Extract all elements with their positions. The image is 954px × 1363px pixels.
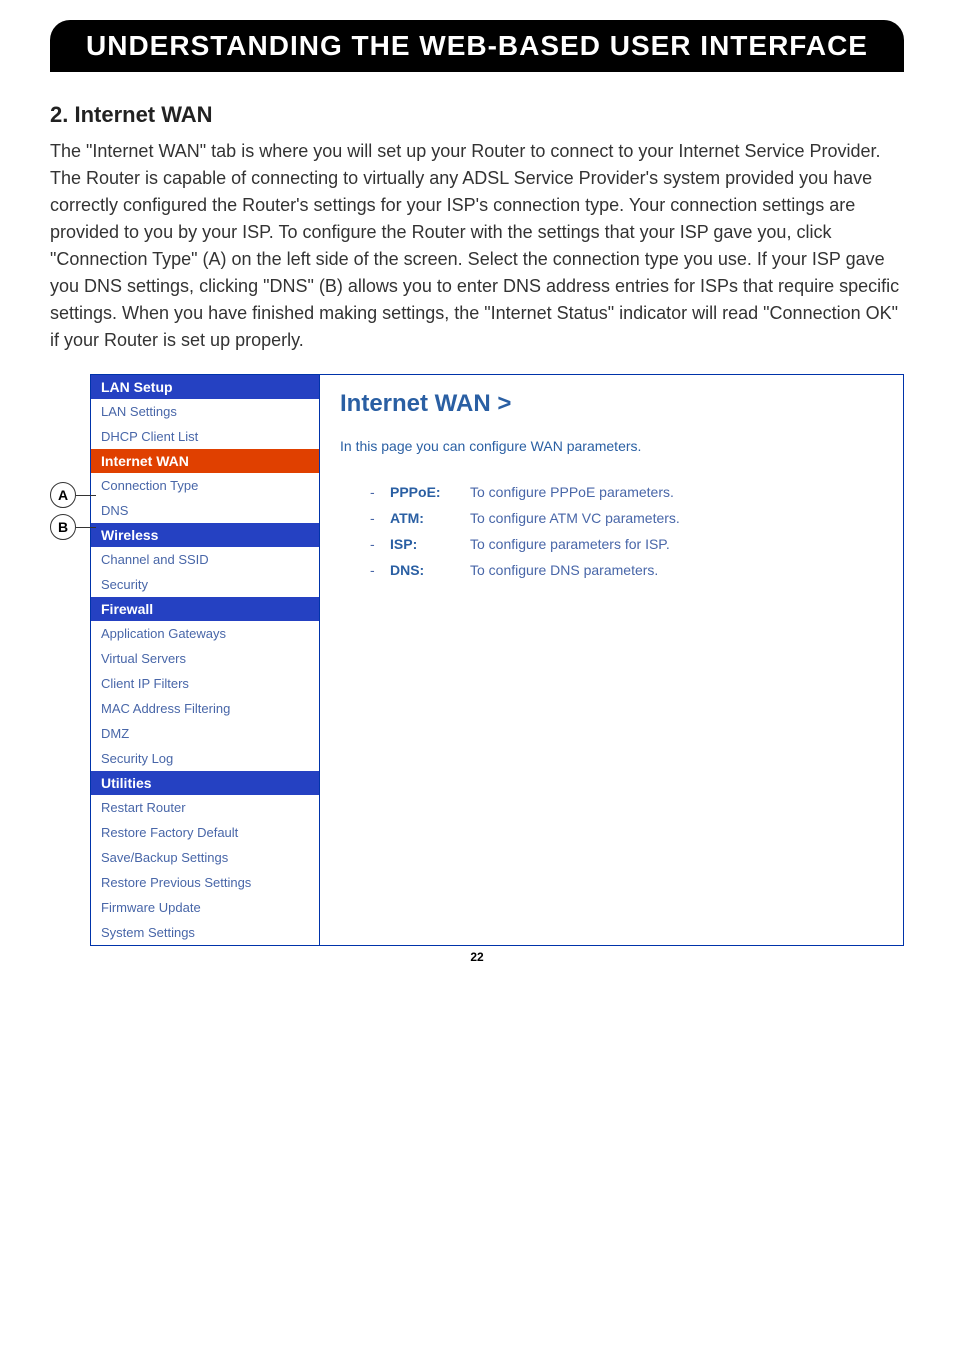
param-desc-atm: To configure ATM VC parameters. bbox=[470, 510, 680, 526]
screenshot-container: A B LAN Setup LAN Settings DHCP Client L… bbox=[90, 374, 904, 946]
page-banner: UNDERSTANDING THE WEB-BASED USER INTERFA… bbox=[50, 20, 904, 72]
sidebar: LAN Setup LAN Settings DHCP Client List … bbox=[90, 374, 320, 946]
param-dash: - bbox=[370, 484, 390, 500]
param-row-dns: - DNS: To configure DNS parameters. bbox=[370, 562, 893, 578]
param-label-atm[interactable]: ATM: bbox=[390, 510, 470, 526]
content-subtitle: In this page you can configure WAN param… bbox=[340, 438, 893, 454]
param-list: - PPPoE: To configure PPPoE parameters. … bbox=[370, 484, 893, 578]
sidebar-item-dmz[interactable]: DMZ bbox=[91, 721, 319, 746]
page-number: 22 bbox=[50, 950, 904, 964]
callout-b: B bbox=[50, 514, 76, 540]
sidebar-item-save-backup[interactable]: Save/Backup Settings bbox=[91, 845, 319, 870]
sidebar-item-mac-filtering[interactable]: MAC Address Filtering bbox=[91, 696, 319, 721]
sidebar-item-firmware-update[interactable]: Firmware Update bbox=[91, 895, 319, 920]
content-title: Internet WAN > bbox=[340, 390, 893, 418]
param-row-isp: - ISP: To configure parameters for ISP. bbox=[370, 536, 893, 552]
param-row-atm: - ATM: To configure ATM VC parameters. bbox=[370, 510, 893, 526]
sidebar-item-dns[interactable]: DNS bbox=[91, 498, 319, 523]
param-dash: - bbox=[370, 510, 390, 526]
callout-labels: A B bbox=[50, 482, 76, 546]
sidebar-item-restart-router[interactable]: Restart Router bbox=[91, 795, 319, 820]
sidebar-header-firewall[interactable]: Firewall bbox=[91, 597, 319, 621]
callout-line-a bbox=[76, 495, 96, 496]
section-title: 2. Internet WAN bbox=[50, 102, 904, 128]
sidebar-item-restore-factory[interactable]: Restore Factory Default bbox=[91, 820, 319, 845]
param-label-dns[interactable]: DNS: bbox=[390, 562, 470, 578]
param-label-pppoe[interactable]: PPPoE: bbox=[390, 484, 470, 500]
sidebar-item-security[interactable]: Security bbox=[91, 572, 319, 597]
callout-a: A bbox=[50, 482, 76, 508]
callout-line-b bbox=[76, 527, 96, 528]
param-desc-isp: To configure parameters for ISP. bbox=[470, 536, 670, 552]
param-desc-pppoe: To configure PPPoE parameters. bbox=[470, 484, 674, 500]
sidebar-header-utilities[interactable]: Utilities bbox=[91, 771, 319, 795]
param-dash: - bbox=[370, 536, 390, 552]
sidebar-header-wireless[interactable]: Wireless bbox=[91, 523, 319, 547]
param-label-isp[interactable]: ISP: bbox=[390, 536, 470, 552]
param-desc-dns: To configure DNS parameters. bbox=[470, 562, 658, 578]
sidebar-item-app-gateways[interactable]: Application Gateways bbox=[91, 621, 319, 646]
param-dash: - bbox=[370, 562, 390, 578]
sidebar-item-system-settings[interactable]: System Settings bbox=[91, 920, 319, 945]
sidebar-header-lan-setup[interactable]: LAN Setup bbox=[91, 375, 319, 399]
sidebar-item-connection-type[interactable]: Connection Type bbox=[91, 473, 319, 498]
content-area: Internet WAN > In this page you can conf… bbox=[320, 374, 904, 946]
sidebar-item-client-ip-filters[interactable]: Client IP Filters bbox=[91, 671, 319, 696]
sidebar-item-channel-ssid[interactable]: Channel and SSID bbox=[91, 547, 319, 572]
section-body: The "Internet WAN" tab is where you will… bbox=[50, 138, 904, 354]
sidebar-item-dhcp-client-list[interactable]: DHCP Client List bbox=[91, 424, 319, 449]
sidebar-item-security-log[interactable]: Security Log bbox=[91, 746, 319, 771]
sidebar-item-lan-settings[interactable]: LAN Settings bbox=[91, 399, 319, 424]
sidebar-item-virtual-servers[interactable]: Virtual Servers bbox=[91, 646, 319, 671]
sidebar-header-internet-wan[interactable]: Internet WAN bbox=[91, 449, 319, 473]
param-row-pppoe: - PPPoE: To configure PPPoE parameters. bbox=[370, 484, 893, 500]
sidebar-item-restore-previous[interactable]: Restore Previous Settings bbox=[91, 870, 319, 895]
